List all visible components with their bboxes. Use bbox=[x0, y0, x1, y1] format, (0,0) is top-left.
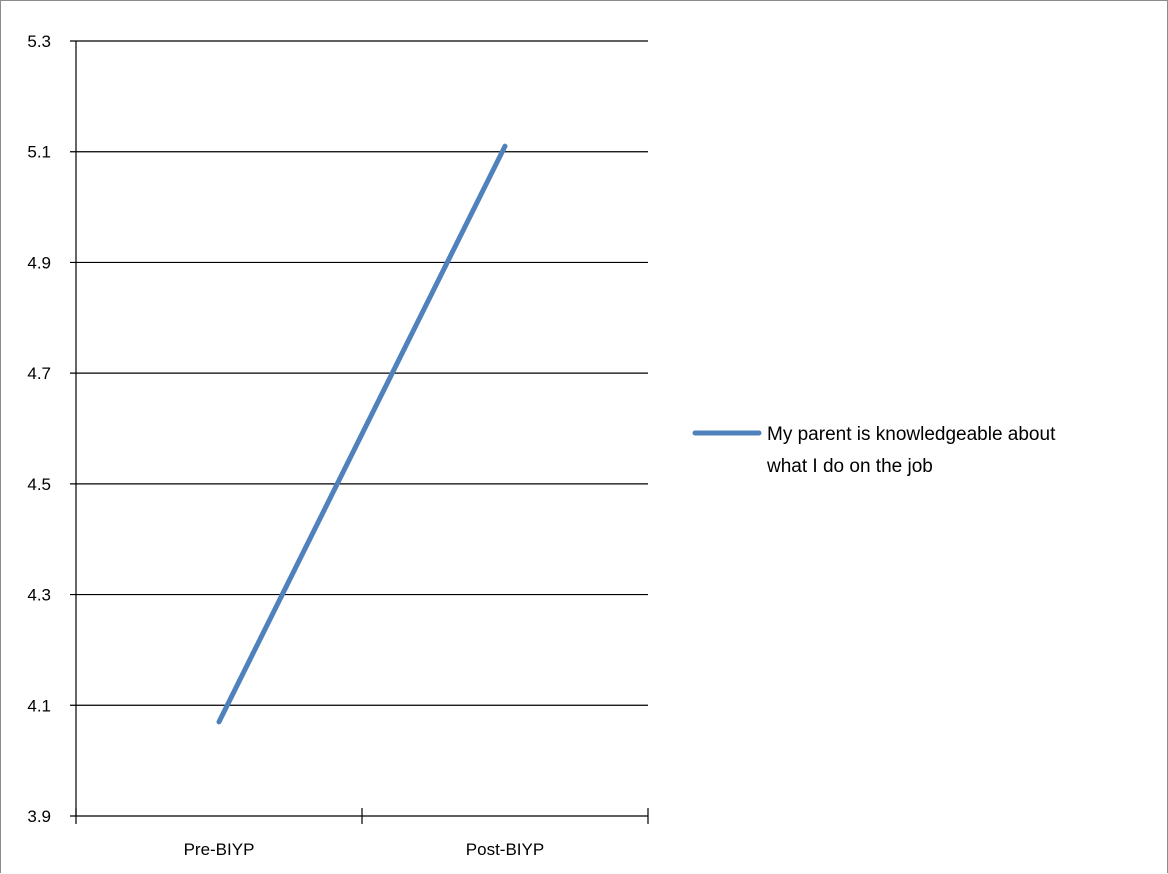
legend-label-line-2: what I do on the job bbox=[766, 456, 933, 477]
y-tick-label: 3.9 bbox=[27, 807, 51, 826]
series-line bbox=[216, 143, 508, 725]
y-axis-ticks: 3.9 4.1 4.3 4.5 4.7 4.9 5.1 5.3 bbox=[27, 32, 51, 826]
series-lines bbox=[216, 143, 508, 725]
legend-label-line-1: My parent is knowledgeable about bbox=[767, 424, 1056, 445]
y-tick-label: 5.1 bbox=[27, 143, 51, 162]
axes bbox=[70, 41, 648, 817]
y-tick-label: 4.5 bbox=[27, 475, 51, 494]
legend: My parent is knowledgeable about what I … bbox=[692, 424, 1056, 477]
x-tick-label: Post-BIYP bbox=[466, 840, 544, 859]
y-tick-label: 4.9 bbox=[27, 253, 51, 272]
y-tick-label: 4.3 bbox=[27, 586, 51, 605]
x-axis-ticks: Pre-BIYP Post-BIYP bbox=[75, 808, 649, 859]
y-tick-label: 4.7 bbox=[27, 364, 51, 383]
y-tick-label: 5.3 bbox=[27, 32, 51, 51]
gridlines bbox=[70, 40, 648, 706]
x-tick-label: Pre-BIYP bbox=[184, 840, 255, 859]
y-tick-label: 4.1 bbox=[27, 696, 51, 715]
